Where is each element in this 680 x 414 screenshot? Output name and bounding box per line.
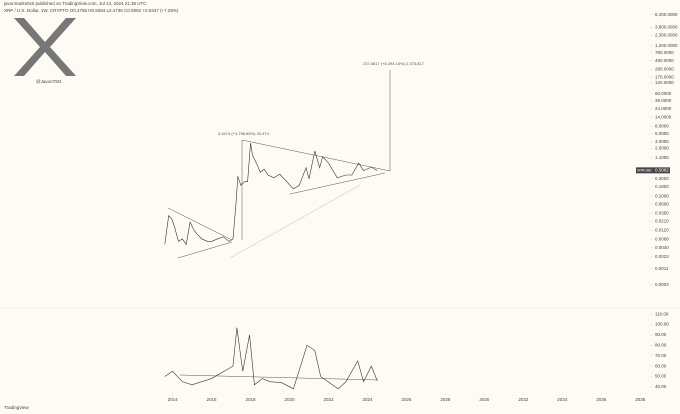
x-tick-label: 2036	[596, 397, 607, 402]
y-tick-label: 8.0000	[655, 123, 669, 128]
y-tick-label: 0.1800	[655, 184, 669, 189]
y-tick-label: 8,400.0000	[655, 12, 678, 17]
symbol-info: XRP / U.S. Dollar, 1W, CRYPTO O0.4756 H0…	[4, 8, 179, 13]
y-tick-label: 3,800.0000	[655, 25, 678, 30]
x-tick-label: 2028	[440, 397, 451, 402]
x-tick-label: 2032	[518, 397, 529, 402]
y-tick-label: 60.00	[655, 363, 667, 368]
x-tick-label: 2024	[362, 397, 373, 402]
y-tick-label: 0.1000	[655, 194, 669, 199]
x-tick-label: 2026	[401, 397, 412, 402]
y-tick-label: 0.0600	[655, 202, 669, 207]
y-tick-label: 2.0000	[655, 146, 669, 151]
y-tick-label: 0.0210	[655, 219, 669, 224]
x-tick-label: 2018	[246, 397, 257, 402]
y-tick-label: 110.00	[655, 311, 669, 316]
y-tick-label: 1,200.0000	[655, 43, 678, 48]
x-tick-label: 2022	[323, 397, 334, 402]
y-tick-label: 80.00	[655, 342, 667, 347]
symbol-name: XRPUSD	[637, 168, 652, 172]
y-tick-label: 3.0000	[655, 139, 669, 144]
watermark: TradingView	[4, 405, 30, 410]
x-tick-label: 2014	[168, 397, 179, 402]
price-line	[164, 142, 378, 246]
y-tick-label: 1.1000	[655, 155, 669, 160]
y-tick-label: 170.0000	[655, 74, 674, 79]
annotation: 237.5817 (+6,394.15%) 2,375,817	[363, 61, 425, 66]
y-tick-label: 0.0040	[655, 245, 669, 250]
y-tick-label: 39.0000	[655, 98, 672, 103]
y-tick-label: 0.0011	[655, 266, 669, 271]
y-tick-label: 780.0000	[655, 50, 674, 55]
last-price: 0.5082	[655, 168, 669, 173]
y-tick-label: 0.0023	[655, 254, 669, 259]
y-tick-label: 40.00	[655, 384, 667, 389]
x-tick-label: 2016	[207, 397, 218, 402]
symbol-tag	[636, 167, 653, 174]
y-tick-label: 480.0000	[655, 58, 674, 63]
x-tick-label: 2038	[635, 397, 646, 402]
publisher: javonmarks0x0 published on TradingView.c…	[3, 1, 147, 6]
y-tick-label: 0.0120	[655, 228, 669, 233]
annotation: 3.3474 (+3,798.85%) 33,474	[218, 131, 270, 136]
y-tick-label: 90.00	[655, 332, 667, 337]
y-tick-label: 0.0350	[655, 210, 669, 215]
y-tick-label: 70.00	[655, 353, 667, 358]
y-tick-label: 280.0000	[655, 66, 674, 71]
x-tick-label: 2030	[479, 397, 490, 402]
y-tick-label: 0.3000	[655, 176, 669, 181]
x-tick-label: 2034	[557, 397, 568, 402]
y-tick-label: 0.0004	[655, 282, 669, 287]
y-tick-label: 120.0000	[655, 80, 674, 85]
logo	[14, 18, 76, 76]
y-tick-label: 2,300.0000	[655, 33, 678, 38]
y-tick-label: 60.0000	[655, 91, 672, 96]
price-tag	[653, 167, 670, 174]
y-tick-label: 0.0068	[655, 237, 669, 242]
price-line	[164, 327, 378, 390]
y-tick-label: 5.0000	[655, 131, 669, 136]
y-tick-label: 24.0000	[655, 106, 672, 111]
y-tick-label: 50.00	[655, 374, 667, 379]
x-tick-label: 2020	[284, 397, 295, 402]
logo-handle: @JavonTM1	[36, 79, 62, 84]
y-tick-label: 14.0000	[655, 114, 672, 119]
y-tick-label: 100.00	[655, 322, 669, 327]
